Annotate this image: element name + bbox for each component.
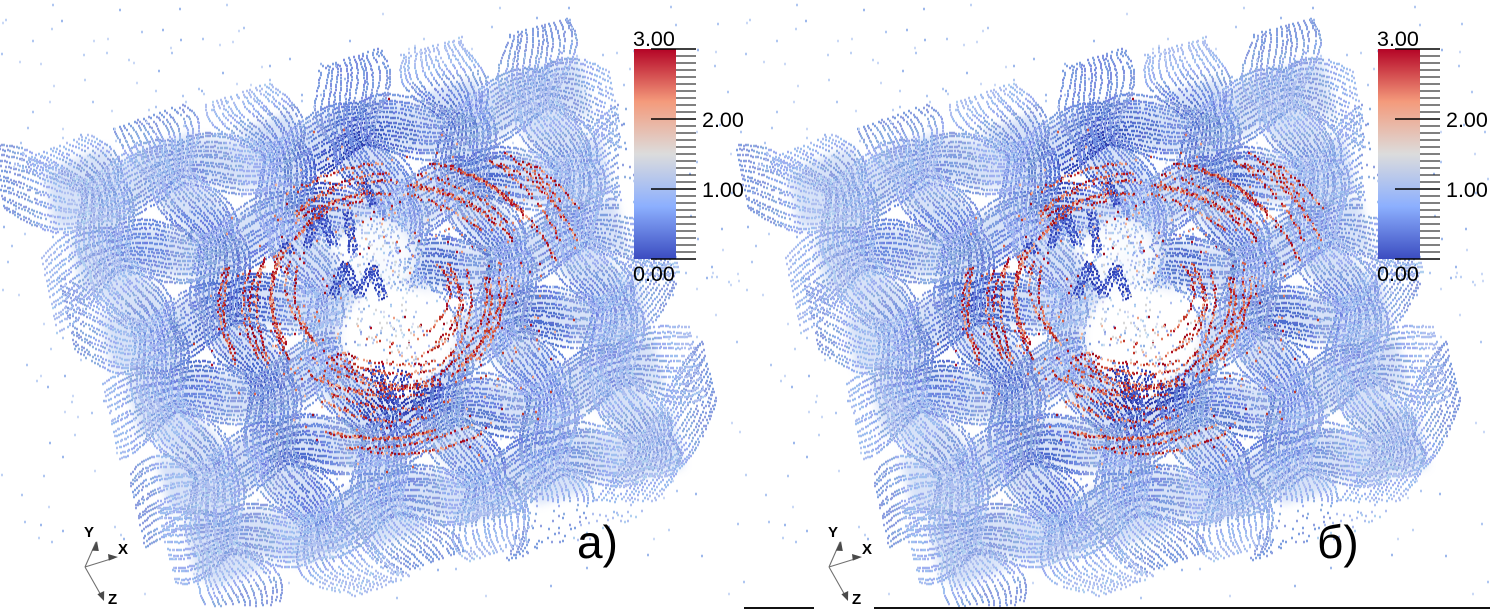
svg-text:б): б) [1317, 516, 1359, 568]
svg-text:а): а) [577, 516, 618, 568]
svg-text:Z: Z [108, 591, 117, 608]
svg-text:Y: Y [84, 524, 94, 541]
svg-text:3.00: 3.00 [633, 27, 675, 51]
svg-text:X: X [118, 541, 128, 558]
svg-text:2.00: 2.00 [702, 108, 744, 132]
svg-text:1.00: 1.00 [702, 178, 744, 202]
svg-text:0.00: 0.00 [633, 262, 675, 286]
